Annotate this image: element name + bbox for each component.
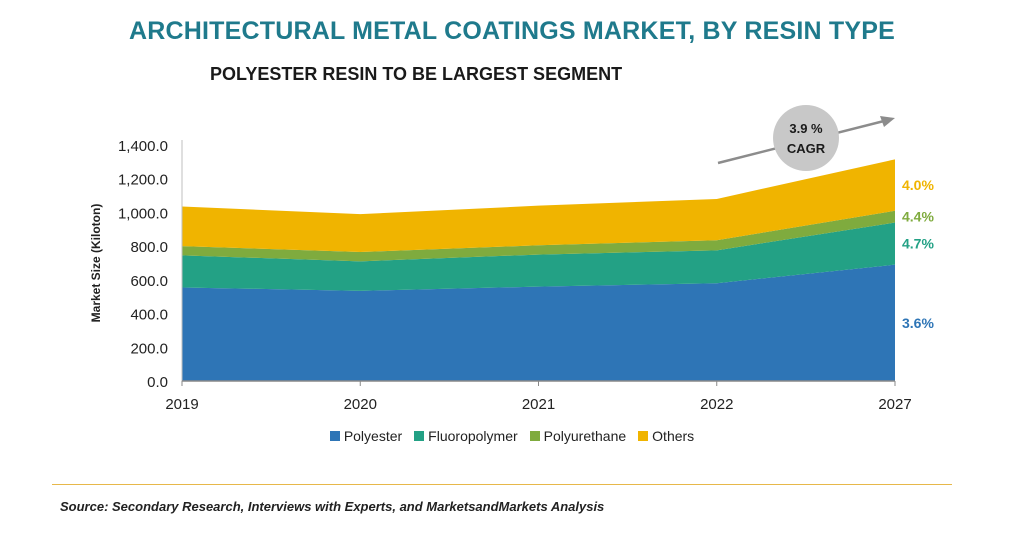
chart-title: ARCHITECTURAL METAL COATINGS MARKET, BY … <box>128 17 896 45</box>
cagr-badge-value: 3.9 % <box>789 121 823 136</box>
y-axis-title: Market Size (Kiloton) <box>89 204 103 323</box>
cagr-label-others: 4.0% <box>902 177 934 193</box>
y-tick-label: 800.0 <box>130 239 168 256</box>
x-tick-label: 2022 <box>700 396 733 413</box>
x-tick-label: 2020 <box>344 396 377 413</box>
legend-item-others: Others <box>638 428 694 444</box>
area-polyester <box>182 264 895 381</box>
source-divider <box>52 484 952 485</box>
x-tick-label: 2021 <box>522 396 555 413</box>
legend-item-polyester: Polyester <box>329 428 403 444</box>
cagr-badge <box>773 105 839 171</box>
chart-subtitle: POLYESTER RESIN TO BE LARGEST SEGMENT <box>210 64 623 84</box>
legend: Polyester Fluoropolymer Polyurethane Others <box>0 428 1024 446</box>
legend-swatch <box>414 431 425 441</box>
cagr-label-polyester: 3.6% <box>902 315 934 331</box>
legend-swatch <box>638 431 649 441</box>
legend-label: Polyurethane <box>543 428 627 444</box>
cagr-label-fluoropolymer: 4.7% <box>902 236 934 252</box>
y-tick-label: 1,400.0 <box>118 138 168 155</box>
legend-item-polyurethane: Polyurethane <box>529 428 627 444</box>
source-note: Source: Secondary Research, Interviews w… <box>60 499 605 514</box>
y-tick-label: 0.0 <box>147 374 168 391</box>
legend-label: Fluoropolymer <box>428 428 518 444</box>
y-tick-label: 1,000.0 <box>118 205 168 222</box>
area-fluoropolymer <box>182 222 895 291</box>
legend-swatch <box>529 431 540 441</box>
y-tick-label: 200.0 <box>130 340 168 357</box>
legend-item-fluoropolymer: Fluoropolymer <box>414 428 518 444</box>
legend-swatch <box>329 431 340 441</box>
y-tick-label: 600.0 <box>130 273 168 290</box>
cagr-arrow-head <box>880 116 895 127</box>
y-tick-label: 1,200.0 <box>118 172 168 189</box>
area-polyurethane <box>182 210 895 262</box>
legend-label: Polyester <box>343 428 403 444</box>
x-tick-label: 2027 <box>878 396 911 413</box>
cagr-label-polyurethane: 4.4% <box>902 209 934 225</box>
y-tick-label: 400.0 <box>130 307 168 324</box>
x-tick-label: 2019 <box>165 396 198 413</box>
legend-label: Others <box>652 428 695 444</box>
cagr-badge-label: CAGR <box>787 141 826 156</box>
